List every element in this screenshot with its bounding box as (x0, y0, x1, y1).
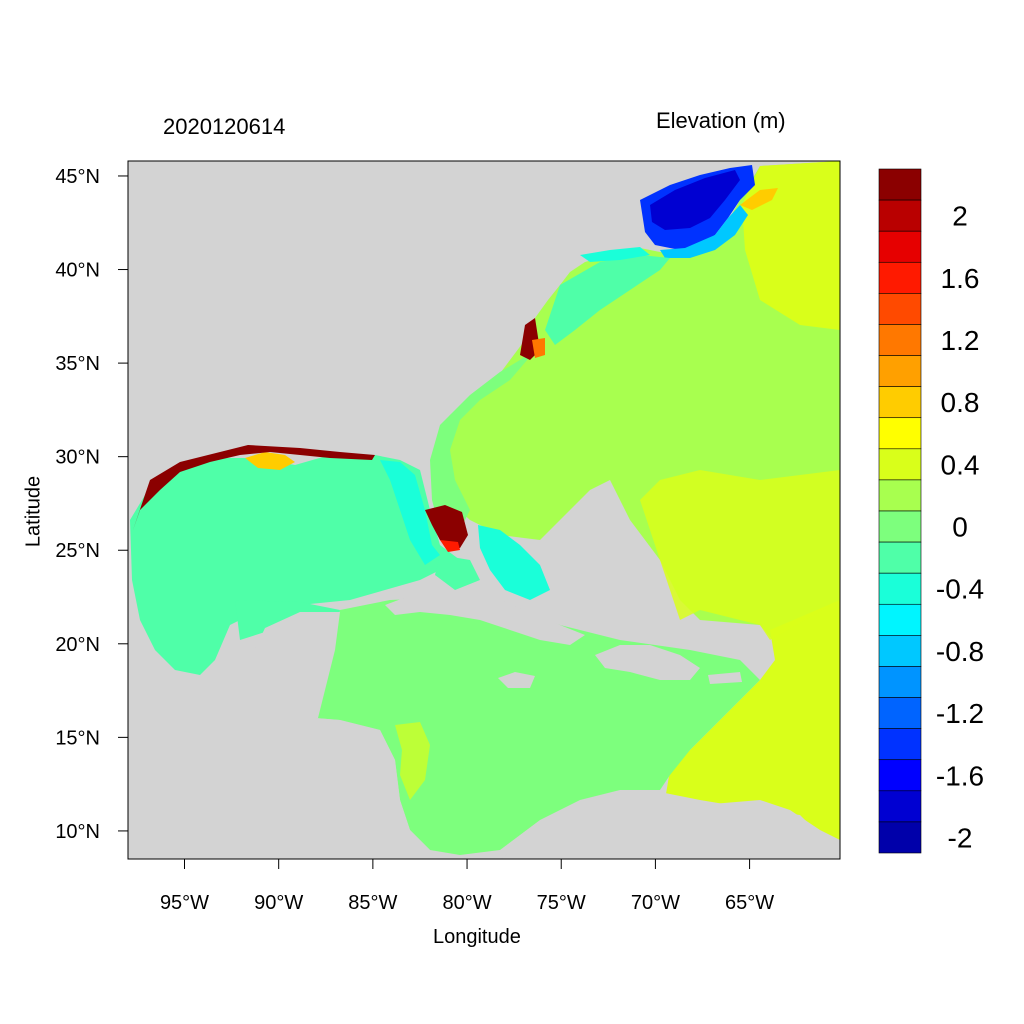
colorbar-label: 1.6 (941, 263, 980, 294)
x-tick-label: 80°W (442, 892, 491, 914)
y-tick-label: 15°N (55, 727, 100, 749)
cuba (385, 590, 585, 645)
colorbar-label: -0.8 (936, 636, 984, 667)
colorbar-label: -2 (948, 822, 973, 853)
colorbar-bin (878, 572, 922, 605)
florida-tip (440, 540, 460, 552)
colorbar-bin (878, 821, 922, 854)
date-label: 2020120614 (163, 114, 286, 139)
mid-atlantic-shelf (545, 255, 670, 345)
cuba-north-channel (435, 555, 480, 590)
colorbar-label: -1.6 (936, 760, 984, 791)
colorbar-bin (878, 199, 922, 232)
plot-frame (127, 160, 841, 860)
x-axis: 95°W 90°W 85°W 80°W 75°W 70°W 65°W (160, 859, 774, 914)
louisiana-coast (245, 452, 295, 470)
colorbar-bin (878, 386, 922, 419)
colorbar-bin (878, 541, 922, 574)
variable-label: Elevation (m) (656, 108, 786, 133)
colorbar-bin (878, 324, 922, 356)
x-tick-label: 75°W (537, 892, 586, 914)
y-tick-label: 40°N (55, 260, 100, 282)
x-tick-label: 65°W (725, 892, 774, 914)
colorbar-bin (878, 666, 922, 698)
hispaniola (595, 645, 700, 680)
x-tick-label: 70°W (631, 892, 680, 914)
gulf-of-maine-edge (660, 205, 748, 258)
south-florida-surge (425, 505, 468, 548)
yucatan-peninsula (230, 612, 340, 722)
south-america (501, 792, 840, 859)
louisiana-marsh (133, 445, 375, 530)
x-tick-label: 95°W (160, 892, 209, 914)
colorbar-bin (878, 510, 922, 543)
y-tick-label: 45°N (55, 166, 100, 188)
colorbar-label: -1.2 (936, 698, 984, 729)
x-tick-label: 85°W (348, 892, 397, 914)
colorbar-bin (878, 293, 922, 325)
colorbar-bin (878, 759, 922, 792)
pamlico-sound (532, 338, 545, 358)
colorbar-bin (878, 635, 922, 667)
colorbar-bin (878, 355, 922, 387)
florida-west-shelf (380, 460, 440, 565)
puerto-rico (708, 672, 742, 684)
shelf-edge-yellow (740, 188, 778, 210)
atlantic-south-band (665, 600, 840, 840)
y-tick-label: 20°N (55, 634, 100, 656)
gulf-of-maine-inner (650, 170, 740, 230)
y-tick-label: 30°N (55, 447, 100, 469)
y-axis-title: Latitude (22, 475, 45, 548)
gulf-of-mexico (130, 455, 460, 675)
long-island-sound (580, 247, 650, 262)
colorbar-bin (878, 603, 922, 636)
colorbar-bin (878, 417, 922, 450)
colorbar-bin (878, 168, 922, 201)
jamaica (498, 672, 535, 688)
y-tick-label: 25°N (55, 540, 100, 562)
map-layer (128, 161, 840, 859)
atlantic-north-band (742, 161, 840, 330)
y-tick-label: 35°N (55, 353, 100, 375)
x-tick-label: 90°W (254, 892, 303, 914)
nicaragua-bank (395, 722, 430, 800)
colorbar-bin (878, 697, 922, 729)
atlantic-mid-band (640, 470, 840, 640)
colorbar-label: 0.4 (941, 449, 980, 480)
central-america (128, 715, 430, 859)
colorbar-bin (878, 790, 922, 823)
colorbar-bin (878, 448, 922, 481)
colorbar-bin (878, 261, 922, 294)
colorbar-bin (878, 230, 922, 263)
colorbar-bin (878, 479, 922, 512)
y-axis: 45°N 40°N 35°N 30°N 25°N 20°N 15°N 10°N (55, 166, 128, 843)
y-tick-label: 10°N (55, 821, 100, 843)
colorbar-label: 0.8 (941, 387, 980, 418)
colorbar-label: 0 (952, 512, 968, 543)
colorbar-bin (878, 728, 922, 761)
x-axis-title: Longitude (433, 926, 521, 948)
colorbar-label: -0.4 (936, 574, 984, 605)
bahamas-banks (478, 525, 550, 600)
colorbar: 2 1.6 1.2 0.8 0.4 0 -0.4 -0.8 -1.2 -1.6 -2 (878, 168, 984, 854)
colorbar-label: 1.2 (941, 325, 980, 356)
atlantic-ocean (438, 161, 840, 840)
colorbar-label: 2 (952, 201, 968, 232)
